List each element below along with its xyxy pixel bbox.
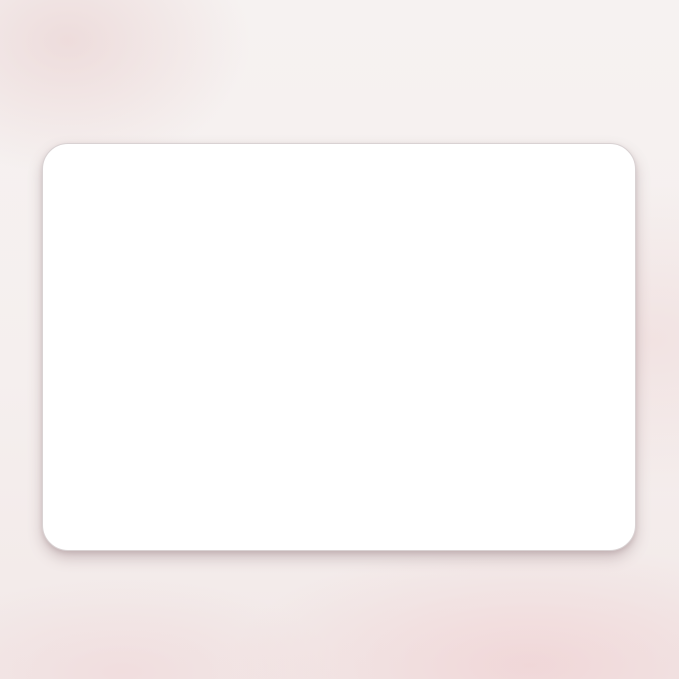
y-axis-line xyxy=(157,200,160,483)
size-months-chart xyxy=(43,144,635,550)
x-axis-line xyxy=(156,480,505,483)
chart-card xyxy=(42,143,636,551)
